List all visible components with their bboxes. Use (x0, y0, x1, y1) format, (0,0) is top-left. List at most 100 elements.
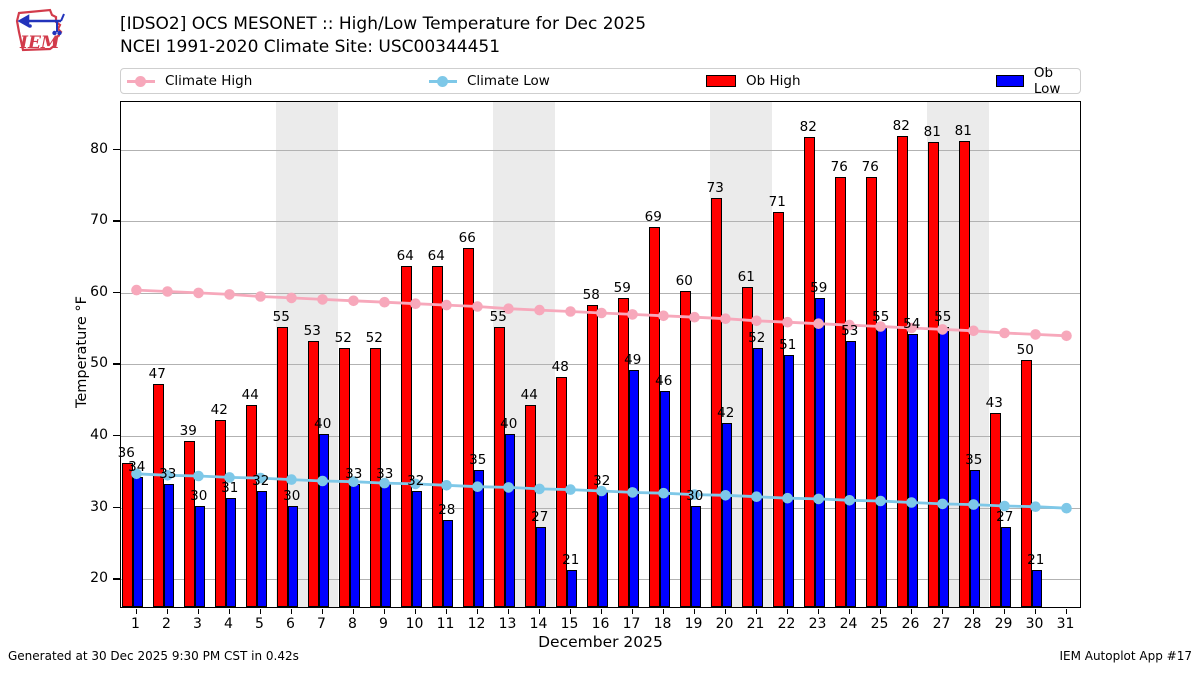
bar-value-label: 52 (365, 330, 383, 347)
climate-low-marker (658, 487, 669, 499)
generated-at-text: Generated at 30 Dec 2025 9:30 PM CST in … (8, 649, 299, 663)
legend-label: Ob Low (1033, 65, 1061, 97)
climate-low-marker (348, 476, 359, 488)
bar-value-label: 44 (520, 387, 538, 404)
x-tick-label: 25 (870, 616, 889, 632)
ob-low-bar (659, 391, 670, 607)
ob-high-bar (928, 142, 939, 607)
x-tick-label: 6 (286, 616, 295, 632)
bar-value-label: 53 (303, 323, 321, 339)
climate-high-marker (875, 321, 886, 332)
ob-low-bar (1000, 526, 1011, 607)
bar-value-label: 33 (345, 466, 363, 482)
climate-low-marker (286, 474, 297, 485)
bar-value-label: 82 (799, 119, 817, 136)
ob-high-bar (804, 137, 815, 607)
ob-low-bar (845, 341, 856, 607)
climate-high-marker (565, 306, 576, 317)
bar-value-label: 64 (427, 247, 445, 264)
bar-value-label: 32 (593, 473, 611, 490)
ob-low-bar (721, 423, 732, 607)
legend-item-climate-low: Climate Low (429, 69, 550, 93)
ob-high-bar (246, 405, 257, 607)
legend-item-climate-high: Climate High (127, 69, 252, 93)
y-tick-label: 50 (90, 355, 108, 372)
climate-low-marker (906, 497, 917, 508)
title-line-2: NCEI 1991-2020 Climate Site: USC00344451 (120, 37, 501, 57)
ob-high-bar (835, 176, 846, 607)
x-tick (941, 609, 943, 614)
x-tick-label: 17 (622, 616, 641, 632)
x-tick (631, 609, 633, 614)
ob-high-bar (680, 290, 691, 607)
climate-high-marker (534, 304, 545, 316)
climate-high-marker (193, 287, 204, 299)
ob-high-bar (432, 265, 443, 607)
x-tick-label: 4 (224, 616, 233, 632)
ob-high-bar (649, 226, 660, 607)
ob-low-bar (907, 333, 918, 607)
x-tick (972, 609, 974, 614)
bar-value-label: 55 (272, 308, 290, 325)
ob-high-patch-swatch (706, 75, 736, 87)
climate-low-marker (131, 468, 142, 480)
x-tick-label: 9 (379, 616, 388, 632)
x-tick-label: 7 (317, 616, 326, 632)
ob-high-bar (587, 305, 598, 607)
ob-high-bar (401, 265, 412, 607)
climate-low-marker (596, 485, 607, 497)
bar-value-label: 48 (551, 358, 569, 375)
ob-low-bar (535, 526, 546, 607)
climate-high-marker (348, 295, 359, 307)
iem-logo: IEM (15, 8, 65, 53)
x-tick (693, 609, 695, 614)
bar-value-label: 59 (613, 280, 631, 297)
ob-low-bar (411, 491, 422, 607)
ob-low-bar (504, 433, 515, 607)
bar-value-label: 30 (190, 487, 208, 504)
x-tick-label: 8 (348, 616, 357, 632)
ob-high-bar (990, 412, 1001, 607)
x-tick (786, 609, 788, 614)
bar-value-label: 44 (241, 387, 259, 404)
weather-vane-icon (17, 13, 65, 36)
x-tick (848, 609, 850, 614)
bar-value-label: 81 (923, 124, 941, 141)
climate-high-marker (410, 298, 421, 309)
bar-value-label: 32 (252, 473, 270, 490)
y-tick-label: 40 (90, 426, 108, 443)
climate-low-marker (720, 490, 731, 501)
bar-value-label: 43 (985, 394, 1003, 411)
ob-high-bar (525, 405, 536, 607)
climate-high-marker (379, 296, 390, 308)
climate-high-marker (627, 309, 638, 320)
y-tick (113, 148, 120, 151)
climate-high-marker (131, 284, 142, 296)
x-tick (910, 609, 912, 614)
x-tick (321, 609, 323, 614)
y-tick-label: 30 (90, 498, 108, 515)
bar-value-label: 33 (376, 466, 394, 482)
climate-high-marker (720, 313, 731, 324)
x-tick-label: 5 (255, 616, 264, 632)
bar-value-label: 46 (655, 373, 673, 389)
ob-low-bar (783, 355, 794, 607)
x-tick-label: 21 (746, 616, 765, 632)
y-tick (113, 578, 120, 580)
x-tick-label: 27 (932, 616, 951, 632)
climate-low-marker (813, 493, 824, 505)
gridline (121, 292, 1080, 294)
ob-high-bar (215, 419, 226, 607)
bar-value-label: 21 (562, 551, 580, 568)
ob-high-bar (897, 135, 908, 607)
bar-value-label: 69 (644, 208, 662, 225)
climate-low-marker (968, 499, 979, 510)
x-tick-label: 14 (529, 616, 548, 632)
x-tick-label: 18 (653, 616, 672, 632)
bar-value-label: 40 (500, 415, 518, 432)
climate-low-marker (627, 487, 638, 498)
ob-low-bar (256, 491, 267, 607)
ob-high-bar (959, 140, 970, 607)
x-tick-label: 2 (162, 616, 171, 632)
bar-value-label: 39 (179, 423, 197, 440)
